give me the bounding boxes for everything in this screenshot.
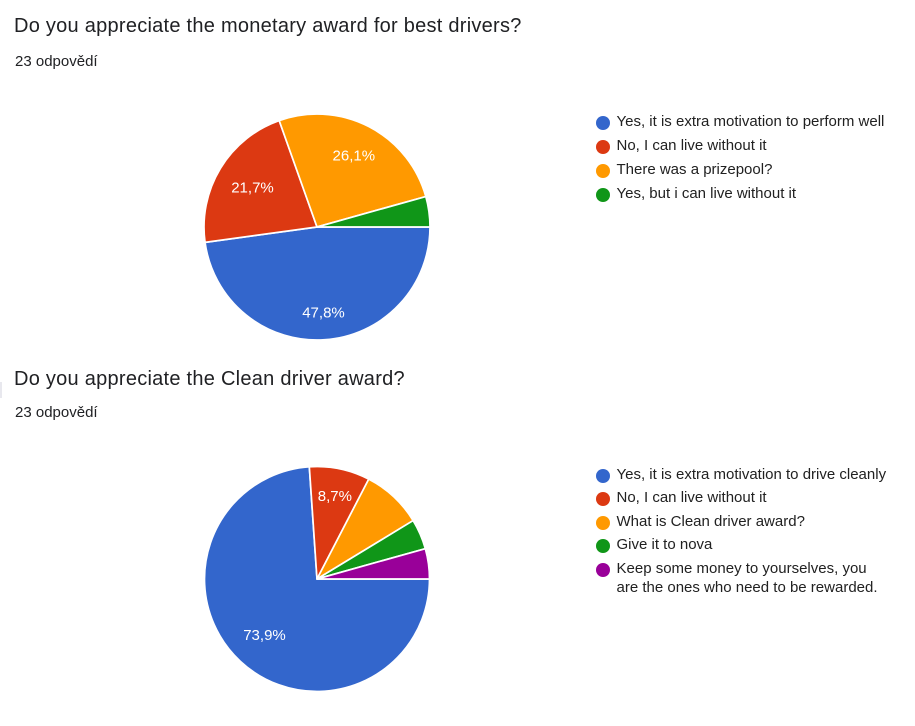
- svg-text:47,8%: 47,8%: [302, 305, 345, 322]
- svg-text:26,1%: 26,1%: [333, 148, 376, 165]
- svg-text:21,7%: 21,7%: [231, 180, 274, 197]
- svg-text:73,9%: 73,9%: [243, 627, 286, 644]
- svg-text:8,7%: 8,7%: [318, 488, 352, 505]
